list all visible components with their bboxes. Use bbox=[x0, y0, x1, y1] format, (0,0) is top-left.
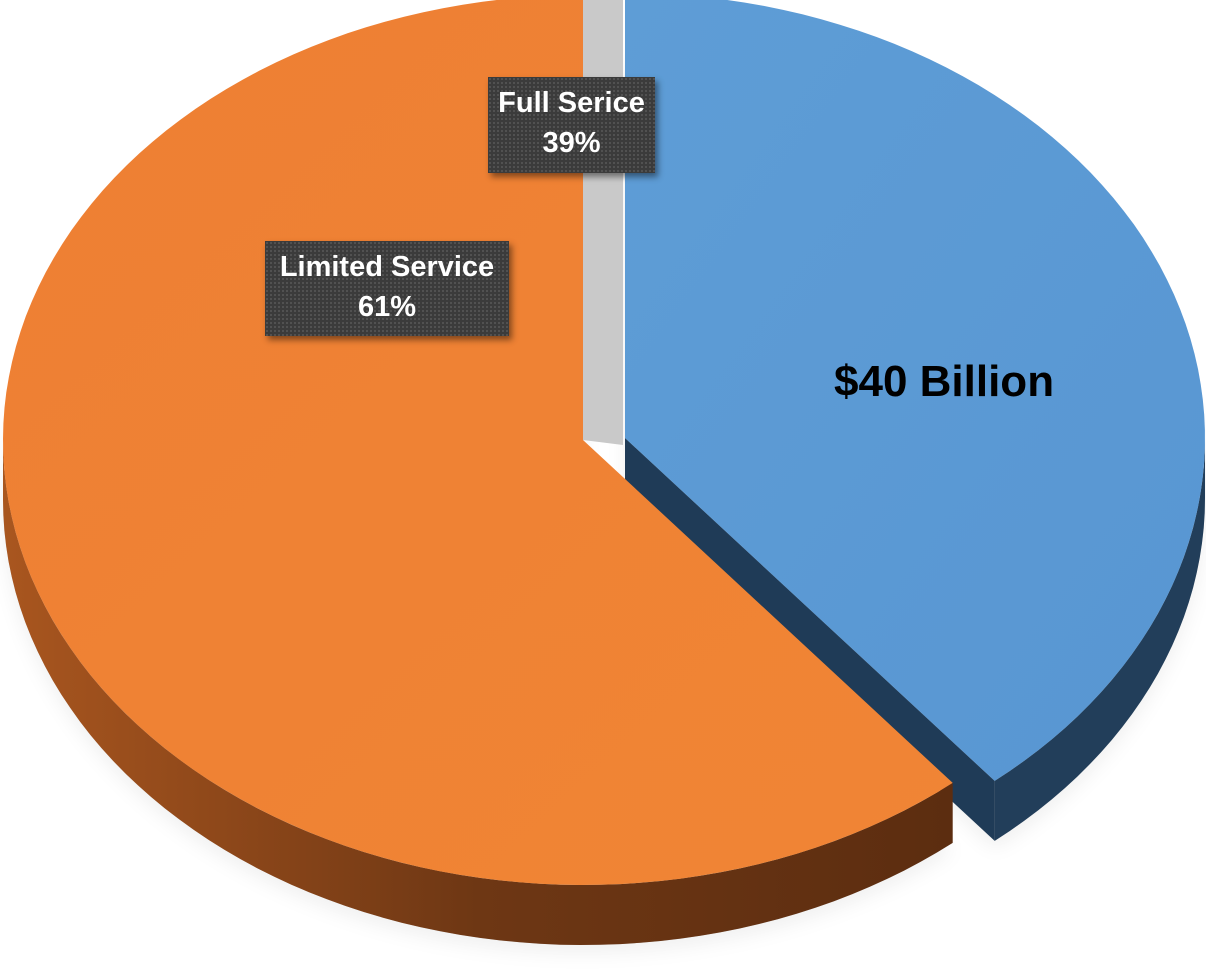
full-serice-slice bbox=[625, 0, 1205, 781]
limited-service-label-text: Limited Service bbox=[279, 251, 495, 283]
limited-service-slice-side bbox=[3, 440, 953, 945]
total-value-annotation: $40 Billion bbox=[834, 357, 1055, 406]
limited-service-slice-inner-wall bbox=[583, 0, 623, 445]
limited-service-percent: 61% bbox=[357, 291, 417, 323]
full-serice-slice-side bbox=[994, 438, 1205, 841]
full-service-label-text: Full Serice bbox=[498, 87, 645, 119]
limited-service-data-label: Limited Service 61% bbox=[265, 241, 509, 336]
full-service-data-label: Full Serice 39% bbox=[488, 77, 655, 173]
limited-service-slice bbox=[3, 0, 953, 885]
full-service-percent: 39% bbox=[542, 127, 601, 159]
